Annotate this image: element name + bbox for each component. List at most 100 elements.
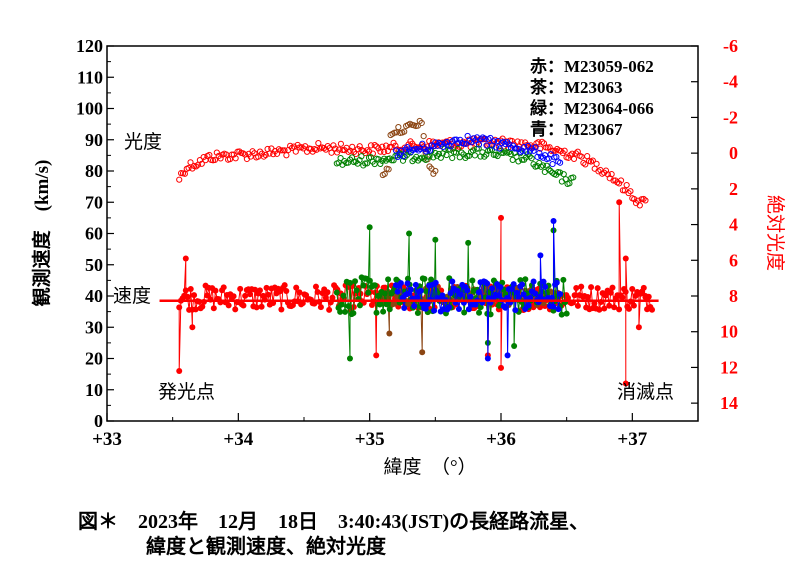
brightness-point	[556, 169, 564, 176]
brightness-point	[422, 156, 429, 164]
brightness-point	[530, 147, 537, 154]
speed-point	[498, 364, 504, 371]
brightness-point	[462, 140, 469, 148]
brightness-point	[330, 142, 337, 149]
speed-point	[511, 343, 518, 349]
speed-point	[352, 278, 359, 285]
speed-point	[548, 294, 555, 301]
speed-point	[353, 287, 360, 294]
speed-point	[397, 280, 404, 287]
speed-point	[498, 214, 504, 221]
speed-point	[258, 303, 265, 310]
x-tick-label: +36	[486, 429, 516, 450]
speed-point	[256, 287, 263, 294]
right-tick-label: 8	[729, 286, 738, 306]
speed-point	[247, 291, 254, 298]
speed-point	[645, 293, 652, 300]
x-tick-label: +33	[92, 429, 122, 450]
speed-point	[385, 276, 392, 283]
speed-point	[401, 305, 408, 312]
brightness-point	[557, 159, 564, 166]
x-tick-label: +37	[617, 429, 647, 450]
speed-point	[510, 281, 517, 288]
x-axis-label: 緯度 （°）	[383, 456, 476, 478]
speed-point	[407, 286, 414, 293]
brightness-point	[610, 177, 617, 184]
brightness-point	[547, 167, 554, 174]
speed-point	[424, 301, 431, 308]
brightness-point	[625, 189, 632, 197]
speed-point	[184, 293, 191, 300]
brightness-point	[432, 167, 439, 175]
brightness-point	[549, 160, 556, 168]
brightness-point	[481, 135, 488, 142]
speed-point	[423, 288, 430, 295]
speed-point	[602, 292, 609, 299]
speed-point	[347, 279, 354, 286]
speed-point	[522, 276, 529, 283]
brightness-point	[443, 151, 450, 159]
speed-point	[263, 284, 270, 291]
speed-point	[338, 301, 345, 308]
speed-point	[489, 285, 496, 292]
brightness-point	[619, 187, 627, 194]
speed-point	[497, 284, 504, 291]
brightness-point	[460, 151, 467, 158]
brightness-point	[536, 149, 543, 157]
speed-point	[311, 300, 318, 307]
left-tick-label: 60	[85, 224, 103, 244]
speed-point	[495, 292, 502, 299]
brightness-point	[354, 160, 361, 167]
left-tick-label: 20	[85, 349, 103, 369]
right-tick-label: 4	[729, 215, 738, 235]
legend-entry-blue: 青：M23067	[530, 119, 623, 139]
brightness-point	[211, 156, 219, 163]
brightness-point	[401, 128, 408, 135]
right-tick-label: -2	[723, 107, 738, 127]
brightness-point	[418, 119, 425, 127]
brightness-point	[623, 181, 630, 189]
series-layer	[159, 117, 659, 387]
speed-point	[414, 310, 421, 317]
speed-point	[373, 352, 380, 359]
speed-point	[293, 284, 300, 291]
speed-point	[191, 292, 198, 299]
speed-point	[629, 286, 636, 293]
brightness-point	[532, 144, 539, 151]
y-axis-right-label: 絶対光度	[764, 195, 786, 271]
speed-point	[391, 300, 398, 307]
brightness-point	[394, 153, 401, 161]
brightness-point	[545, 166, 552, 173]
speed-point	[445, 304, 452, 311]
speed-point	[594, 285, 601, 292]
brightness-point	[349, 143, 356, 150]
brightness-point	[249, 148, 256, 155]
right-tick-label: 12	[720, 357, 738, 377]
brightness-point	[472, 137, 479, 144]
legend-entry-brown: 茶：M23063	[530, 77, 623, 97]
speed-point	[461, 309, 468, 316]
speed-point	[371, 282, 378, 289]
speed-point	[464, 287, 471, 294]
speed-point	[220, 284, 227, 291]
brightness-point	[593, 160, 600, 167]
speed-point	[484, 280, 491, 287]
left-tick-label: 120	[76, 36, 103, 56]
brightness-point	[382, 142, 390, 149]
brightness-point	[176, 176, 183, 183]
brightness-point	[262, 151, 269, 159]
speed-point	[366, 277, 373, 284]
brightness-point	[538, 138, 546, 145]
left-tick-label: 40	[85, 286, 103, 306]
speed-point	[525, 302, 532, 309]
speed-point	[616, 306, 623, 313]
brightness-point	[522, 154, 530, 161]
speed-point	[324, 289, 331, 296]
speed-point	[281, 282, 288, 289]
speed-point	[192, 306, 199, 313]
speed-point	[527, 294, 534, 301]
right-tick-label: 2	[729, 179, 738, 199]
speed-point	[475, 289, 482, 296]
right-tick-label: 6	[729, 250, 738, 270]
speed-point	[560, 276, 567, 283]
